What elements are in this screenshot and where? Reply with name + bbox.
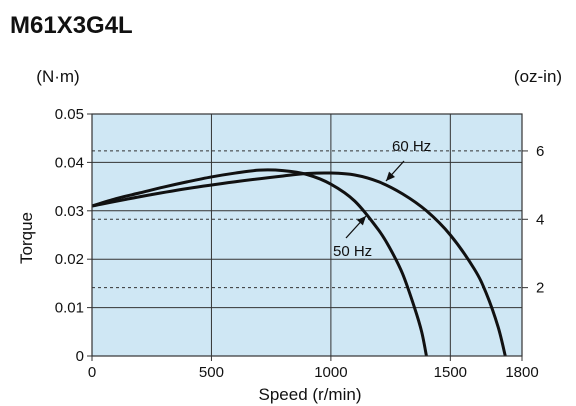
- curve-60hz: [91, 171, 507, 357]
- curve-50hz: [91, 168, 428, 357]
- y-tick-label: 0.04: [55, 154, 84, 171]
- y-unit-left: (N·m): [36, 67, 79, 86]
- y-unit-right: (oz-in): [514, 67, 562, 86]
- series-label-50hz: 50 Hz: [333, 243, 372, 260]
- y-tick-label: 0.01: [55, 300, 84, 317]
- right-tick-label: 2: [536, 280, 544, 297]
- arrowhead-60hz: [386, 171, 395, 181]
- plot-area: [92, 114, 522, 356]
- arrowhead-50hz: [356, 216, 366, 226]
- chart-title: M61X3G4L: [10, 12, 133, 39]
- right-tick-label: 6: [536, 143, 544, 160]
- y-axis-label: Torque: [17, 212, 36, 264]
- x-tick-label: 1500: [434, 364, 467, 381]
- torque-curves: [91, 168, 507, 357]
- x-axis-label: Speed (r/min): [259, 385, 362, 404]
- y-tick-label: 0.03: [55, 203, 84, 220]
- tick-labels: 0 500 1000 1500 1800 0 0.01 0.02 0.03 0.04 0.05 2 4 6: [55, 106, 545, 381]
- y-tick-label: 0.05: [55, 106, 84, 123]
- right-tick-label: 4: [536, 211, 544, 228]
- y-tick-label: 0: [76, 348, 84, 365]
- curve-labels: 60 Hz 50 Hz: [333, 138, 431, 260]
- y-tick-label: 0.02: [55, 251, 84, 268]
- x-tick-label: 1000: [314, 364, 347, 381]
- plot-border: [91, 113, 523, 357]
- x-tick-label: 500: [199, 364, 224, 381]
- x-tick-label: 0: [88, 364, 96, 381]
- x-tick-label: 1800: [505, 364, 538, 381]
- series-label-60hz: 60 Hz: [392, 138, 431, 155]
